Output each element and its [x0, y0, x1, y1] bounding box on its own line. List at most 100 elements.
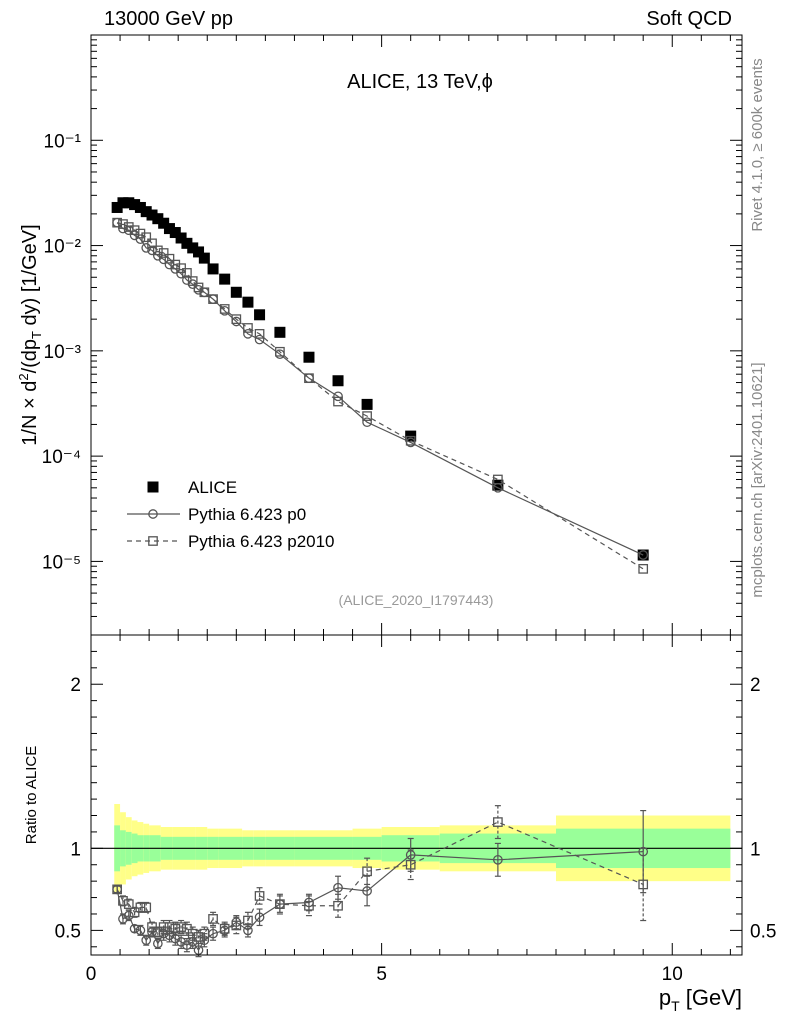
y-tick-label: 10⁻¹ — [44, 131, 82, 152]
ratio-series-line — [116, 821, 644, 938]
rivet-version-label: Rivet 4.1.0, ≥ 600k events — [749, 58, 766, 231]
mc-point — [219, 304, 230, 314]
header-left: 13000 GeV pp — [104, 8, 233, 30]
data-point — [303, 351, 315, 363]
data-point — [146, 209, 158, 221]
ratio-y-tick-label: 1 — [70, 839, 81, 860]
mc-point — [405, 435, 416, 446]
ratio-point — [333, 900, 343, 911]
mc-point — [493, 474, 503, 485]
plot-title: ALICE, 13 TeV,ϕ — [347, 71, 493, 93]
mc-point — [333, 396, 343, 407]
ratio-point — [176, 922, 186, 932]
ratio-y-axis-label: Ratio to ALICE — [23, 746, 40, 844]
ratio-point — [243, 915, 253, 926]
ratio-point — [362, 866, 372, 877]
ratio-series-pythia-6-423-p2010 — [112, 805, 649, 945]
y-tick-label: 10⁻³ — [44, 342, 82, 363]
ratio-point — [493, 854, 503, 865]
ratio-point — [164, 922, 175, 932]
mc-point — [176, 268, 186, 279]
ratio-point — [170, 923, 181, 934]
data-point — [219, 273, 231, 285]
ratio-point — [199, 935, 210, 946]
mc-point — [158, 254, 169, 265]
mc-point — [243, 329, 253, 339]
mc-point — [141, 232, 152, 243]
data-point — [163, 223, 175, 235]
legend-entry: Pythia 6.423 p0 — [127, 505, 306, 524]
mc-point — [254, 334, 265, 345]
mc-point — [254, 329, 265, 339]
data-point — [134, 201, 146, 213]
ratio-point — [193, 932, 204, 942]
ratio-point — [304, 900, 314, 911]
ratio-frame — [90, 634, 743, 956]
data-point — [187, 242, 199, 254]
mc-point — [333, 391, 343, 402]
ratio-point — [152, 927, 163, 937]
ratio-point — [208, 914, 218, 924]
mc-point — [118, 219, 128, 229]
data-point — [129, 199, 141, 211]
ratio-point — [493, 817, 503, 827]
mc-point — [638, 563, 649, 574]
mcplots-source-label: mcplots.cern.ch [arXiv:2401.10621] — [749, 362, 766, 597]
data-point — [254, 309, 266, 321]
ratio-point — [405, 859, 416, 870]
x-axis-label: pT [GeV] — [659, 985, 742, 1014]
data-point — [193, 246, 205, 258]
mc-point — [182, 268, 192, 278]
x-tick-label: 10 — [662, 964, 683, 985]
ratio-point — [176, 937, 186, 947]
ratio-point — [231, 920, 242, 931]
mc-point — [208, 294, 218, 304]
mc-point — [147, 245, 157, 256]
data-point — [123, 197, 135, 209]
data-point — [140, 206, 152, 218]
ratio-point — [129, 923, 140, 934]
data-point — [117, 197, 129, 209]
ratio-y-tick-label-right: 0.5 — [750, 921, 776, 942]
ratio-point — [123, 899, 134, 909]
ratio-point — [254, 891, 265, 901]
ratio-point — [199, 928, 210, 939]
ratio-point — [333, 882, 343, 893]
ratio-point — [135, 925, 146, 936]
ratio-point — [362, 886, 372, 896]
ratio-point — [243, 925, 253, 936]
ratio-y-tick-label: 0.5 — [55, 921, 81, 942]
y-tick-label: 10⁻² — [44, 237, 82, 258]
data-point — [152, 213, 164, 225]
ratio-y-tick-label: 2 — [70, 675, 81, 696]
mc-point — [199, 287, 210, 298]
ratio-point — [182, 923, 192, 934]
x-tick-label: 5 — [376, 964, 387, 985]
ratio-axis-ticks: 0.5 0.5 1 1 2 2 0 5 10 — [55, 635, 776, 985]
mc-point — [362, 417, 372, 428]
data-point — [198, 252, 210, 264]
mc-point — [152, 245, 163, 256]
mc-point — [135, 234, 146, 245]
ratio-point — [193, 945, 204, 955]
ratio-y-tick-label-right: 1 — [750, 839, 761, 860]
main-axis-ticks: 10⁻⁵ 10⁻⁴ 10⁻³ 10⁻² 10⁻¹ — [42, 34, 742, 636]
main-y-axis-label: 1/N × d2/(dpT dy) [1/GeV] — [16, 224, 44, 445]
legend-marker — [148, 509, 158, 519]
mc-point — [129, 225, 140, 236]
data-point — [111, 201, 123, 213]
ratio-plot-area — [91, 804, 742, 958]
mc-point — [304, 373, 314, 384]
ratio-point — [158, 922, 169, 932]
legend-marker — [147, 481, 159, 493]
data-point — [207, 263, 219, 275]
ratio-point — [123, 910, 134, 921]
mc-point — [164, 253, 175, 264]
ratio-point — [152, 938, 163, 949]
legend-marker — [148, 536, 158, 546]
ratio-point — [118, 895, 128, 906]
data-point — [332, 375, 344, 387]
data-point — [361, 398, 373, 410]
ratio-point — [638, 879, 649, 890]
